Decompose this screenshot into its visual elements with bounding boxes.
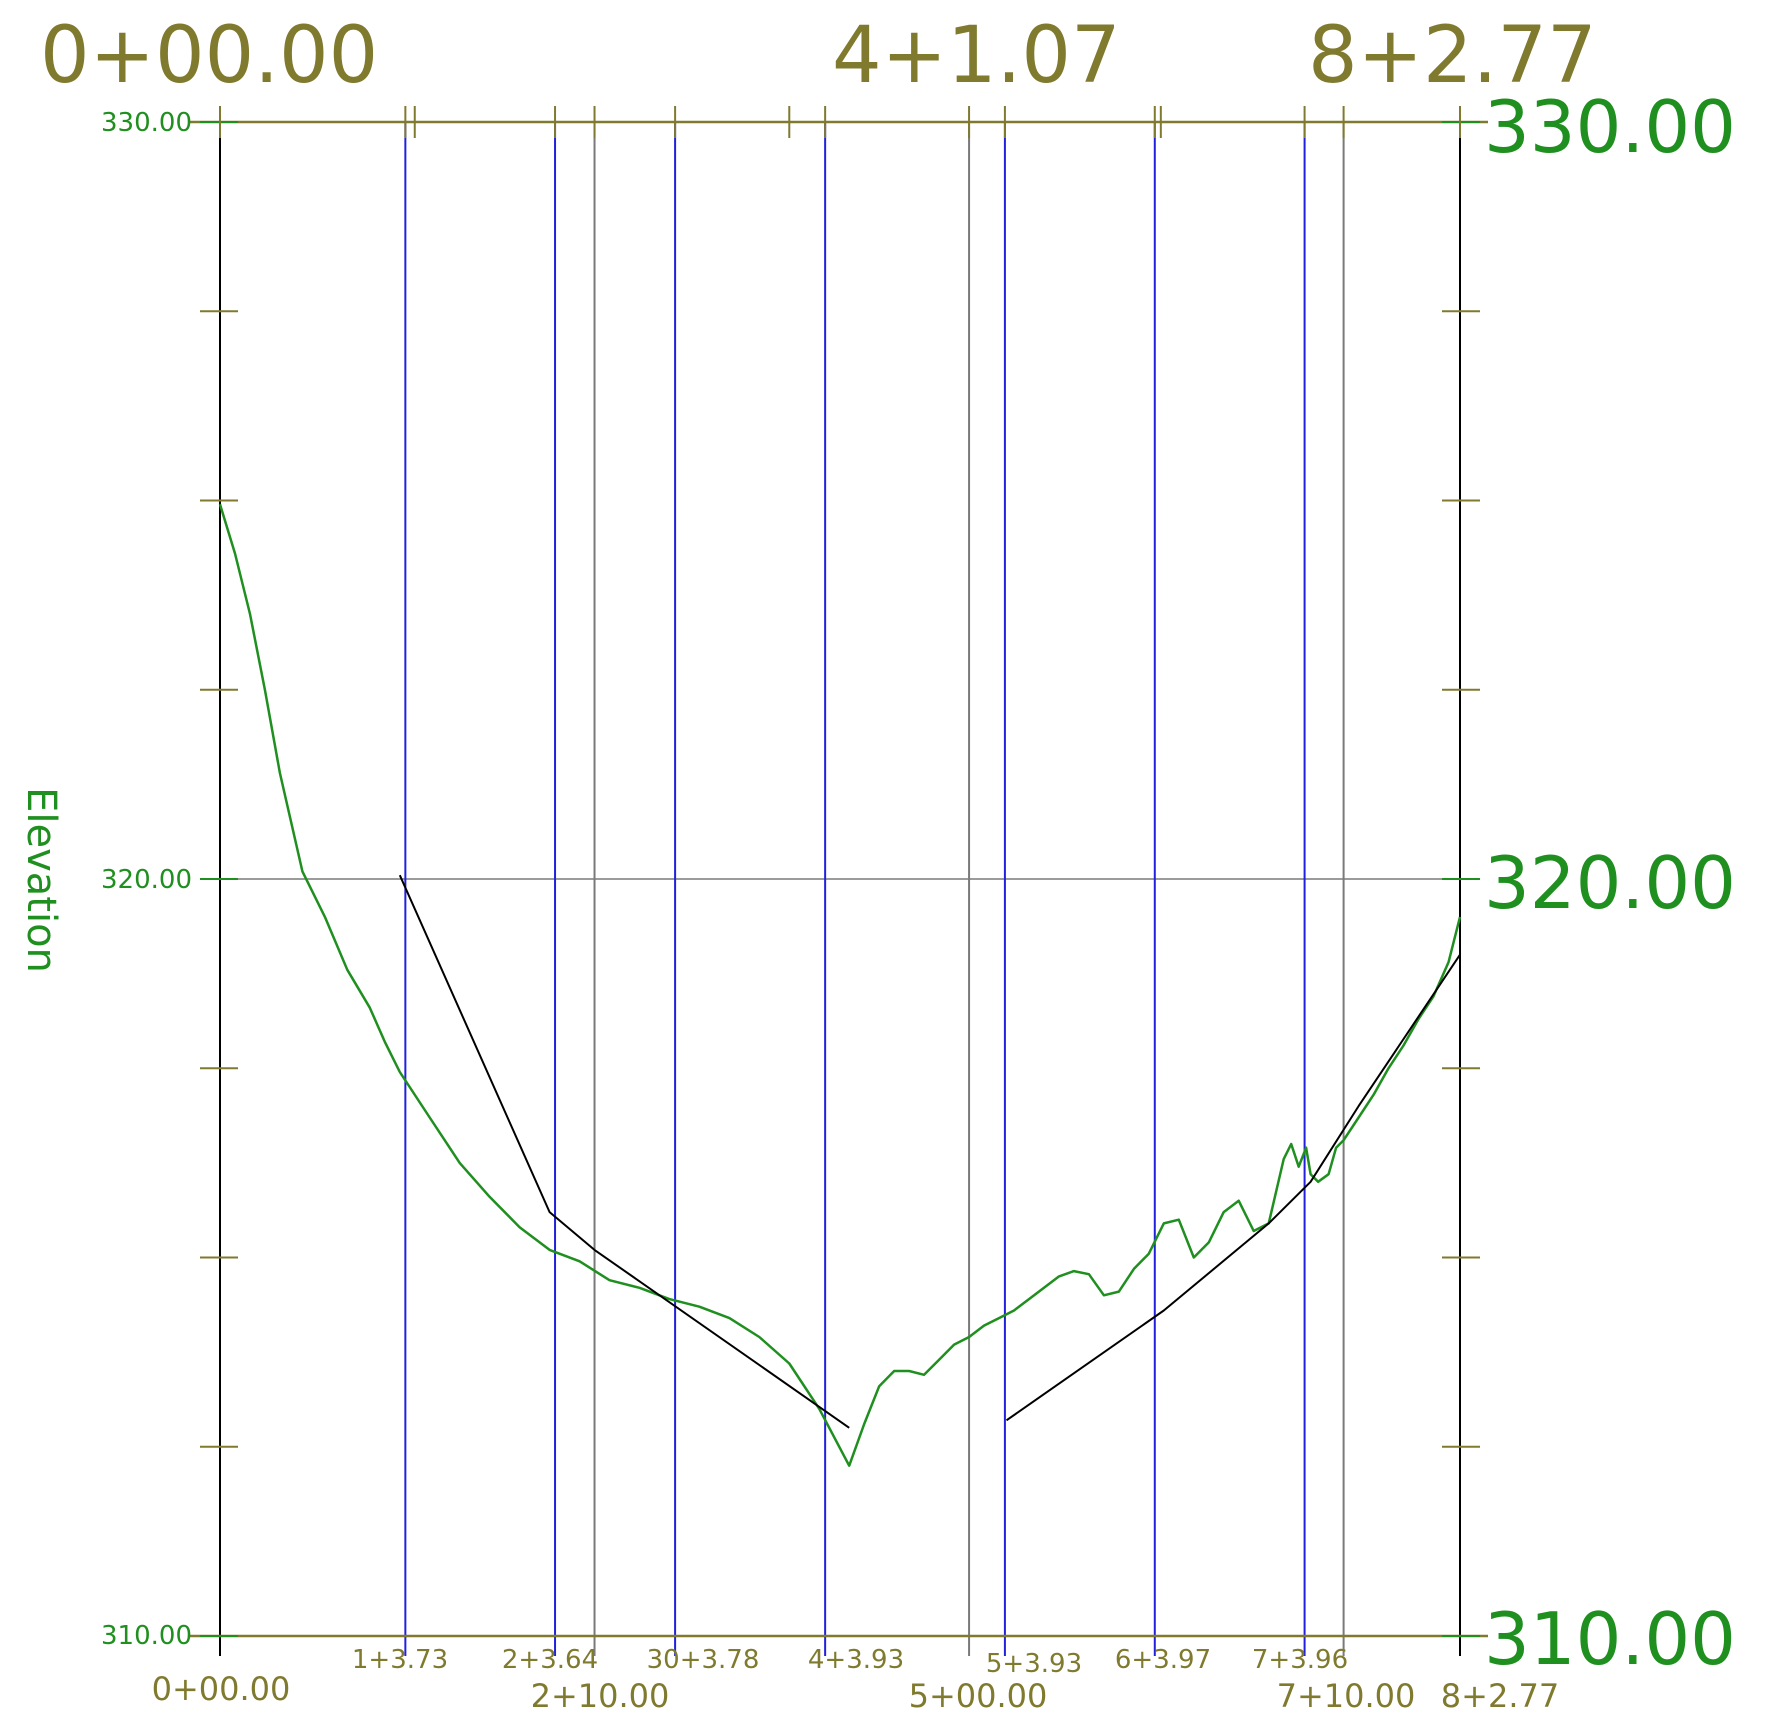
chart-frame [190, 120, 1488, 1656]
section-station-label: 6+3.97 [1115, 1645, 1211, 1675]
right-elevation-label: 320.00 [1484, 841, 1736, 925]
left-elevation-label: 320.00 [101, 865, 192, 895]
design-left-line [398, 874, 850, 1429]
station-label: 0+00.00 [152, 1670, 291, 1708]
station-label: 8+2.77 [1441, 1677, 1559, 1715]
left-elevation-label: 330.00 [101, 108, 192, 138]
right-elevation-label: 310.00 [1484, 1597, 1736, 1681]
station-label: 7+10.00 [1277, 1677, 1416, 1715]
station-label: 2+10.00 [531, 1677, 670, 1715]
design-right-line [1005, 954, 1461, 1422]
section-station-label: 4+3.93 [808, 1645, 904, 1675]
section-station-label: 7+3.96 [1252, 1645, 1348, 1675]
section-station-label: 30+3.78 [647, 1645, 760, 1675]
top-station-label: 4+1.07 [832, 11, 1121, 101]
chart-ticks [200, 106, 1480, 1637]
chart-series [218, 503, 1462, 1467]
left-elevation-label: 310.00 [101, 1621, 192, 1651]
right-elevation-label: 330.00 [1484, 85, 1736, 169]
section-station-label: 2+3.64 [502, 1645, 598, 1675]
top-station-label: 0+00.00 [40, 11, 378, 101]
top-station-label: 8+2.77 [1308, 11, 1597, 101]
station-label: 5+00.00 [909, 1677, 1048, 1715]
section-station-label: 5+3.93 [986, 1649, 1082, 1679]
section-station-label: 1+3.73 [352, 1645, 448, 1675]
y-axis-title: Elevation [18, 787, 64, 973]
